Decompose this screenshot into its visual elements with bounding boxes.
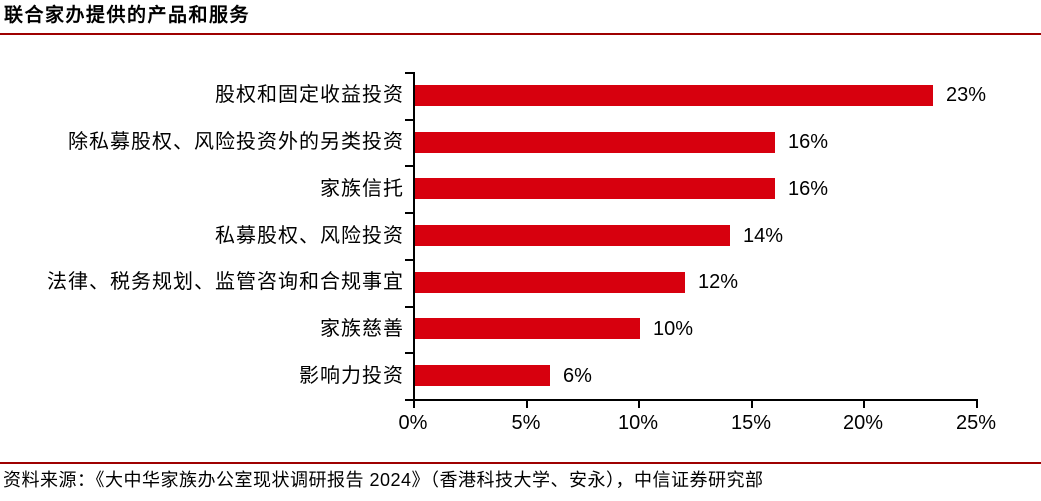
bar-chart: 股权和固定收益投资 23% 除私募股权、风险投资外的另类投资 16% 家族信托 16% 私募… (47, 72, 997, 434)
bar (415, 225, 730, 246)
category-label: 影响力投资 (299, 365, 404, 387)
y-axis-tick (405, 352, 413, 354)
category-label: 股权和固定收益投资 (215, 84, 404, 106)
x-tick-label: 0% (398, 412, 428, 434)
x-tick-label: 15% (730, 412, 772, 434)
value-label: 16% (788, 131, 829, 153)
footer-divider (0, 462, 1041, 464)
bar (415, 272, 685, 293)
y-axis-tick (405, 212, 413, 214)
bar (415, 85, 933, 106)
source-note: 资料来源：《大中华家族办公室现状调研报告 2024》（香港科技大学、安永），中信… (3, 470, 764, 490)
y-axis-tick (405, 399, 413, 401)
x-tick-label: 5% (511, 412, 541, 434)
y-axis-tick (405, 165, 413, 167)
value-label: 10% (653, 318, 694, 340)
y-axis-tick (405, 72, 413, 74)
x-axis-tick (638, 401, 640, 408)
category-label: 家族慈善 (320, 318, 404, 340)
x-tick-label: 20% (842, 412, 884, 434)
value-label: 23% (946, 84, 987, 106)
bar (415, 365, 550, 386)
x-tick-label: 25% (955, 412, 997, 434)
bar (415, 178, 775, 199)
category-label: 家族信托 (320, 178, 404, 200)
value-label: 6% (563, 365, 592, 387)
y-axis-tick (405, 306, 413, 308)
value-label: 14% (743, 225, 784, 247)
category-label: 法律、税务规划、监管咨询和合规事宜 (47, 271, 404, 293)
category-label: 私募股权、风险投资 (215, 225, 404, 247)
value-label: 16% (788, 178, 829, 200)
x-axis-tick (526, 401, 528, 408)
x-axis-tick (863, 401, 865, 408)
x-axis-line (413, 399, 978, 401)
value-label: 12% (698, 271, 739, 293)
x-axis-tick (976, 401, 978, 408)
y-axis-line (413, 72, 415, 401)
bar (415, 318, 640, 339)
page-title: 联合家办提供的产品和服务 (4, 5, 251, 26)
bar (415, 132, 775, 153)
y-axis-tick (405, 259, 413, 261)
title-underline (0, 33, 1041, 35)
x-axis-tick (751, 401, 753, 408)
y-axis-tick (405, 119, 413, 121)
category-label: 除私募股权、风险投资外的另类投资 (68, 131, 404, 153)
x-tick-label: 10% (617, 412, 659, 434)
x-axis-tick (413, 401, 415, 408)
